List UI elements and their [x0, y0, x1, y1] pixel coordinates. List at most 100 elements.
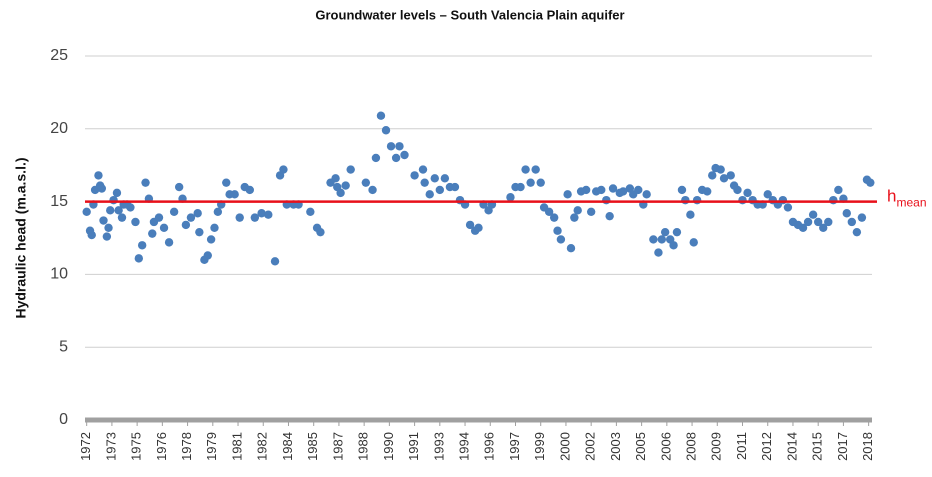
data-point — [586, 207, 596, 216]
data-point — [521, 165, 530, 174]
x-tick-label: 1972 — [78, 432, 93, 461]
y-tick-label: 15 — [50, 193, 68, 210]
data-point — [112, 188, 122, 198]
data-point — [726, 171, 735, 180]
data-point — [526, 178, 535, 187]
data-point — [440, 174, 450, 183]
data-point — [102, 232, 112, 241]
data-point — [164, 238, 174, 247]
x-tick-label: 2015 — [810, 432, 825, 461]
data-point — [866, 178, 875, 187]
y-axis-label: Hydraulic head (m.a.s.l.) — [13, 157, 29, 318]
data-point — [381, 126, 391, 135]
data-point — [654, 248, 663, 257]
data-point — [852, 227, 862, 237]
data-point — [602, 195, 611, 205]
x-tick-label: 1982 — [255, 432, 270, 461]
data-point — [195, 227, 204, 237]
data-point — [159, 223, 169, 233]
x-tick-label: 1981 — [229, 432, 244, 461]
x-tick-label: 1994 — [456, 432, 471, 461]
data-point — [117, 213, 127, 222]
data-point — [824, 217, 833, 227]
data-point — [371, 153, 381, 163]
data-point — [813, 217, 823, 227]
data-point — [716, 165, 725, 174]
data-point — [544, 207, 554, 216]
data-point — [376, 111, 386, 120]
data-point — [531, 165, 540, 174]
data-point — [649, 235, 658, 244]
data-point — [131, 217, 140, 227]
x-tick-label: 2009 — [709, 432, 724, 461]
data-point — [203, 251, 212, 260]
data-point — [597, 185, 606, 195]
data-point — [719, 174, 729, 183]
data-point — [634, 185, 643, 195]
data-point — [677, 185, 687, 195]
data-point — [506, 193, 515, 202]
data-point — [213, 207, 223, 216]
data-point — [808, 210, 818, 219]
data-point — [549, 213, 559, 222]
mean-label-sub: mean — [896, 196, 926, 210]
data-point — [206, 235, 216, 244]
data-point — [395, 142, 404, 151]
data-point — [87, 230, 96, 240]
data-point — [420, 178, 429, 187]
data-point — [174, 182, 184, 192]
data-point — [660, 227, 670, 237]
x-tick-label: 1979 — [204, 432, 219, 461]
data-point — [361, 178, 371, 187]
x-tick-label: 2008 — [684, 432, 699, 461]
data-point — [400, 150, 409, 160]
data-point — [270, 257, 280, 266]
chart-title: Groundwater levels – South Valencia Plai… — [315, 7, 624, 22]
data-point — [368, 185, 377, 195]
x-tick-label: 2017 — [835, 432, 850, 461]
x-tick-label: 1993 — [431, 432, 446, 461]
data-point — [245, 185, 254, 195]
data-point — [657, 235, 666, 244]
x-tick-label: 1973 — [103, 432, 118, 461]
x-tick-label: 1975 — [129, 432, 144, 461]
data-point — [391, 153, 401, 163]
x-tick-label: 1984 — [280, 432, 295, 461]
data-point — [516, 182, 525, 192]
data-point — [134, 254, 144, 263]
data-point — [733, 185, 742, 195]
y-tick-label: 10 — [50, 266, 68, 283]
data-point — [474, 223, 483, 233]
x-tick-label: 2005 — [633, 432, 648, 461]
data-point — [418, 165, 428, 174]
data-point — [126, 203, 135, 212]
data-point — [210, 223, 219, 233]
data-point — [783, 203, 793, 212]
data-point — [566, 243, 576, 253]
data-point — [672, 227, 682, 237]
data-point — [819, 223, 828, 233]
data-point — [306, 207, 315, 216]
data-point — [230, 190, 239, 199]
data-point — [316, 227, 325, 237]
data-point — [536, 178, 545, 187]
x-tick-label: 1990 — [381, 432, 396, 461]
data-point — [425, 190, 434, 199]
data-point — [450, 182, 460, 192]
x-tick-label: 2012 — [759, 432, 774, 461]
x-tick-label: 1991 — [406, 432, 421, 461]
data-point — [279, 165, 288, 174]
x-tick-label: 1988 — [356, 432, 371, 461]
data-point — [250, 213, 260, 222]
data-point — [386, 142, 396, 151]
data-point — [154, 213, 164, 222]
data-point — [82, 207, 91, 216]
data-point — [573, 206, 582, 215]
data-point — [803, 217, 813, 227]
data-point — [435, 185, 445, 195]
data-point — [689, 238, 698, 247]
data-point — [743, 188, 752, 198]
x-tick-label: 1996 — [482, 432, 497, 461]
data-point — [341, 181, 350, 190]
data-point — [137, 241, 147, 250]
